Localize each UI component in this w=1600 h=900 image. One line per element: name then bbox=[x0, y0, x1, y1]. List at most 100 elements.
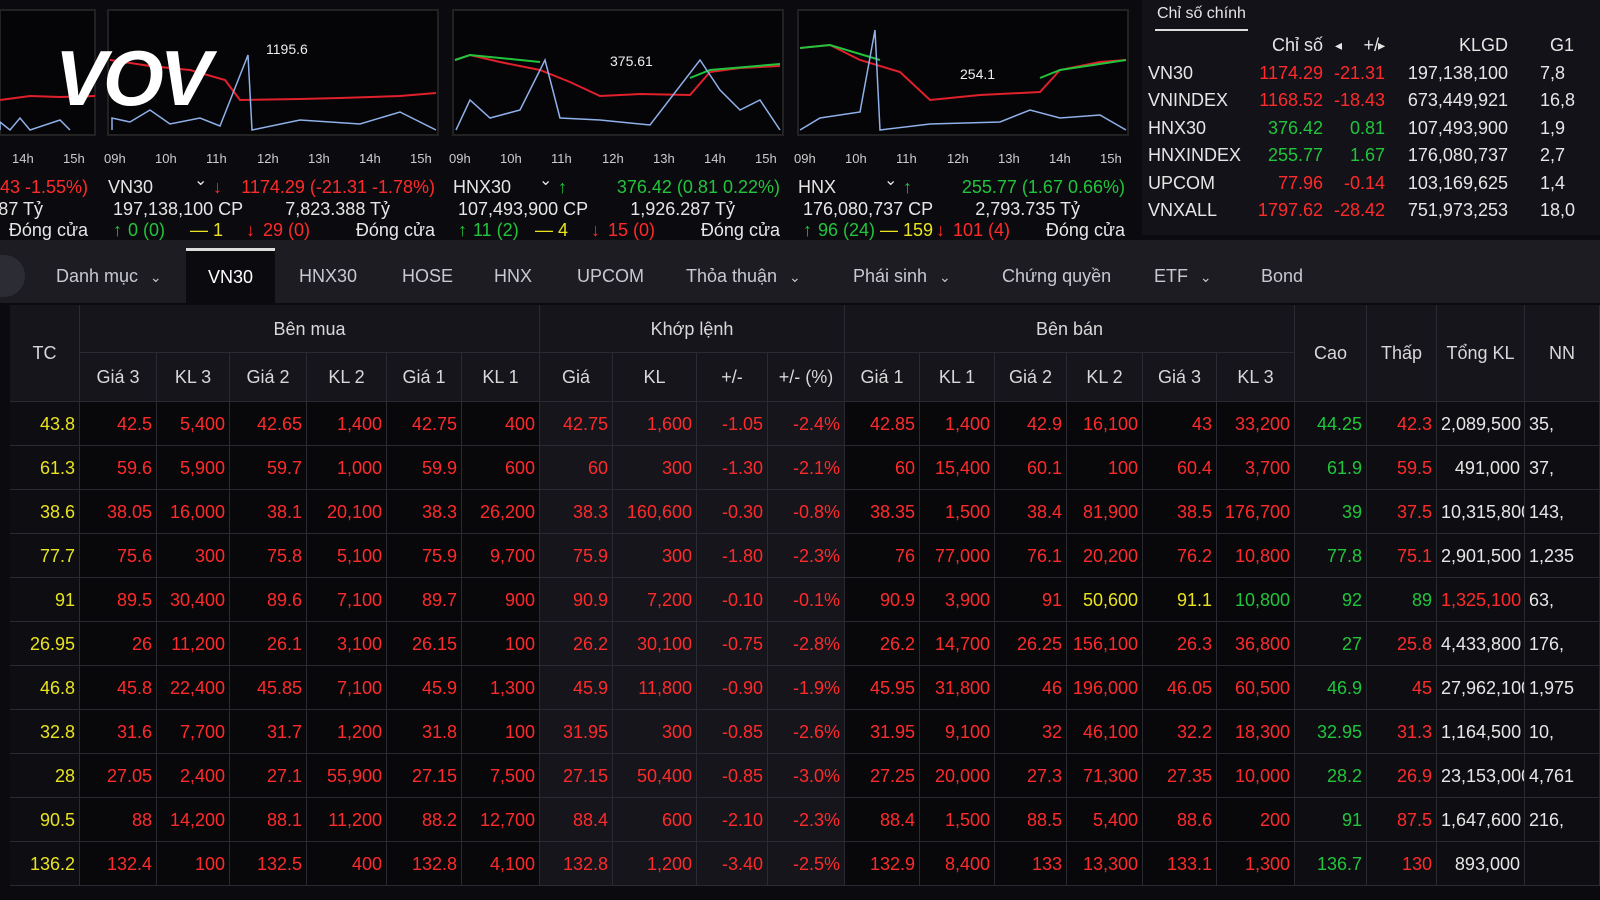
board-cell: 7,200 bbox=[613, 578, 697, 622]
board-cell: 2,400 bbox=[157, 754, 230, 798]
board-cell: 1,300 bbox=[462, 666, 540, 710]
board-cell: 44.25 bbox=[1295, 402, 1367, 446]
board-cell: -0.90 bbox=[697, 666, 768, 710]
unchanged: 1 bbox=[213, 220, 224, 240]
board-cell: 491,000 bbox=[1437, 446, 1525, 490]
dropdown-icon: ⌄ bbox=[935, 269, 951, 285]
index-volume: 673,449,921 bbox=[1407, 90, 1508, 111]
board-cell: 196,000 bbox=[1067, 666, 1143, 710]
index-row-name: UPCOM bbox=[1148, 172, 1215, 193]
board-cell: -2.3% bbox=[768, 798, 845, 842]
time-label: 12h bbox=[602, 151, 624, 166]
board-cell: 16,000 bbox=[157, 490, 230, 534]
board-cell: 60 bbox=[540, 446, 613, 490]
time-label: 15h bbox=[1100, 151, 1122, 166]
board-cell: 28.2 bbox=[1295, 754, 1367, 798]
board-cell: -2.10 bbox=[697, 798, 768, 842]
board-cell: 88.4 bbox=[845, 798, 920, 842]
board-cell: 45.9 bbox=[387, 666, 462, 710]
icon: ↓ bbox=[246, 220, 255, 240]
peak-label: 254.1 bbox=[960, 66, 996, 82]
board-cell: 37, bbox=[1525, 446, 1600, 490]
unchanged: 159 bbox=[903, 220, 934, 240]
board-cell: 600 bbox=[462, 446, 540, 490]
board-cell: 1,325,100 bbox=[1437, 578, 1525, 622]
board-cell: 33,200 bbox=[1217, 402, 1295, 446]
board-cell: 90.9 bbox=[845, 578, 920, 622]
index-row-name: VNXALL bbox=[1148, 200, 1218, 220]
tab[interactable]: ETF ⌄ bbox=[1154, 266, 1212, 286]
time-label: 14h bbox=[1049, 151, 1071, 166]
tab[interactable]: HNX bbox=[494, 266, 533, 286]
board-cell: 18,300 bbox=[1217, 710, 1295, 754]
status: Đóng cửa bbox=[355, 220, 435, 240]
board-cell: -1.9% bbox=[768, 666, 845, 710]
board-cell: 26 bbox=[80, 622, 157, 666]
board-cell: 1,235 bbox=[1525, 534, 1600, 578]
board-cell: -0.8% bbox=[768, 490, 845, 534]
decliners: 29 (0) bbox=[263, 220, 311, 240]
tab[interactable]: Thỏa thuận ⌄ bbox=[686, 266, 801, 286]
board-cell: 76 bbox=[845, 534, 920, 578]
tab[interactable]: VN30 bbox=[186, 248, 276, 304]
tab[interactable]: HNX30 bbox=[299, 266, 358, 286]
board-cell: 32.95 bbox=[1295, 710, 1367, 754]
board-cell: 27.15 bbox=[540, 754, 613, 798]
board-cell: 2,901,500 bbox=[1437, 534, 1525, 578]
board-cell: -2.6% bbox=[768, 710, 845, 754]
board-cell: 1,975 bbox=[1525, 666, 1600, 710]
board-cell: -2.4% bbox=[768, 402, 845, 446]
group-header: Bên mua bbox=[80, 305, 540, 353]
board-cell: 91 bbox=[995, 578, 1067, 622]
board-cell: 156,100 bbox=[1067, 622, 1143, 666]
board-cell: 38.3 bbox=[540, 490, 613, 534]
board-cell: 300 bbox=[613, 446, 697, 490]
board-cell: 32.2 bbox=[1143, 710, 1217, 754]
tab[interactable]: HOSE bbox=[402, 266, 454, 286]
header-cell: KL bbox=[613, 353, 697, 402]
board-cell: 20,100 bbox=[307, 490, 387, 534]
sparkline bbox=[799, 43, 1127, 79]
index-diff: -0.14 bbox=[1343, 172, 1385, 193]
board-cell: 61.3 bbox=[10, 446, 80, 490]
tab[interactable]: Danh mục ⌄ bbox=[56, 266, 162, 286]
board-cell: 133.1 bbox=[1143, 842, 1217, 886]
index-value: 2,7 bbox=[1540, 145, 1566, 166]
board-cell: 88.4 bbox=[540, 798, 613, 842]
board-cell: 130 bbox=[1367, 842, 1437, 886]
index-row-name: VNINDEX bbox=[1148, 90, 1229, 111]
board-cell: 35, bbox=[1525, 402, 1600, 446]
header-cell: Giá 2 bbox=[230, 353, 307, 402]
header-cell: Giá bbox=[540, 353, 613, 402]
tab[interactable]: UPCOM bbox=[577, 266, 644, 286]
board-cell: 42.3 bbox=[1367, 402, 1437, 446]
mini-charts bbox=[0, 9, 1129, 136]
board-cell: 75.9 bbox=[540, 534, 613, 578]
board-cell: 1,200 bbox=[613, 842, 697, 886]
index-header: KLGD bbox=[1458, 35, 1508, 55]
board-cell: 50,600 bbox=[1067, 578, 1143, 622]
board-cell bbox=[1525, 842, 1600, 886]
logo: VOV bbox=[55, 34, 212, 122]
board-cell: 38.1 bbox=[230, 490, 307, 534]
header-cell: +/- (%) bbox=[768, 353, 845, 402]
decliners: 101 (4) bbox=[953, 220, 1011, 240]
tab[interactable]: Chứng quyền bbox=[1002, 266, 1112, 286]
board-cell: 32.8 bbox=[10, 710, 80, 754]
board-cell: 300 bbox=[157, 534, 230, 578]
header-cell: KL 2 bbox=[307, 353, 387, 402]
header-cell: NN bbox=[1525, 305, 1600, 402]
board-cell: 92 bbox=[1295, 578, 1367, 622]
board-cell: 42.75 bbox=[540, 402, 613, 446]
index-name: HNX30 bbox=[453, 177, 512, 197]
tab[interactable]: Bond bbox=[1261, 266, 1304, 286]
index-name: HNX bbox=[798, 177, 837, 197]
board-cell: 26.2 bbox=[540, 622, 613, 666]
tab[interactable]: Phái sinh ⌄ bbox=[853, 266, 951, 286]
index-volume: 103,169,625 bbox=[1407, 172, 1508, 193]
advancers: 11 (2) bbox=[473, 220, 519, 240]
group-header: Bên bán bbox=[845, 305, 1295, 353]
board-cell: 300 bbox=[613, 534, 697, 578]
volume-bars bbox=[0, 29, 1127, 132]
board-cell: 26.3 bbox=[1143, 622, 1217, 666]
